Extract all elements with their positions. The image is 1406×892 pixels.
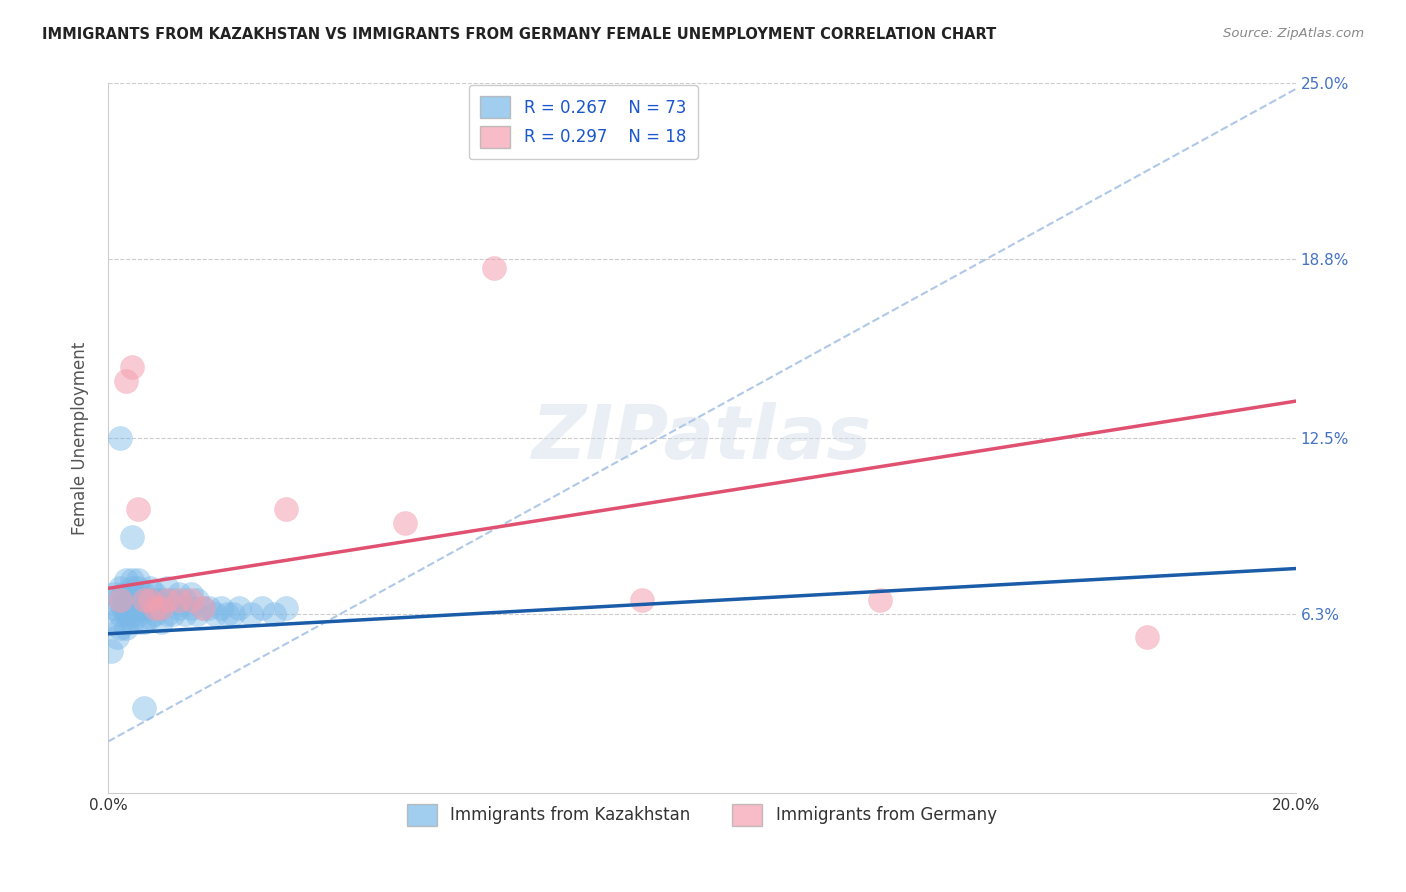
Point: [263, 607, 285, 621]
Point: [167, 587, 190, 601]
Point: [108, 607, 131, 621]
Point: [114, 607, 136, 621]
Point: [209, 601, 232, 615]
Point: [114, 621, 136, 635]
Point: [100, 644, 122, 658]
Point: [121, 601, 143, 615]
Point: [221, 607, 243, 621]
Point: [145, 592, 167, 607]
Point: [150, 601, 173, 615]
Point: [103, 587, 125, 601]
Point: [869, 592, 891, 607]
Text: ZIPatlas: ZIPatlas: [531, 401, 872, 475]
Point: [162, 607, 184, 621]
Point: [145, 587, 167, 601]
Point: [156, 592, 179, 607]
Point: [156, 582, 179, 596]
Point: [180, 592, 202, 607]
Y-axis label: Female Unemployment: Female Unemployment: [72, 342, 89, 534]
Point: [186, 592, 208, 607]
Point: [174, 592, 197, 607]
Point: [631, 592, 654, 607]
Point: [167, 601, 190, 615]
Point: [204, 607, 226, 621]
Point: [121, 360, 143, 375]
Point: [132, 587, 155, 601]
Point: [132, 601, 155, 615]
Point: [186, 607, 208, 621]
Point: [174, 607, 197, 621]
Point: [108, 431, 131, 445]
Point: [121, 582, 143, 596]
Point: [121, 592, 143, 607]
Point: [132, 700, 155, 714]
Legend: Immigrants from Kazakhstan, Immigrants from Germany: Immigrants from Kazakhstan, Immigrants f…: [399, 796, 1005, 834]
Point: [180, 587, 202, 601]
Point: [111, 587, 134, 601]
Point: [108, 592, 131, 607]
Point: [124, 587, 146, 601]
Point: [252, 601, 274, 615]
Point: [138, 592, 160, 607]
Point: [156, 607, 179, 621]
Point: [132, 592, 155, 607]
Point: [1136, 630, 1159, 644]
Point: [127, 615, 149, 630]
Point: [150, 601, 173, 615]
Point: [150, 615, 173, 630]
Point: [127, 592, 149, 607]
Point: [114, 587, 136, 601]
Point: [108, 592, 131, 607]
Point: [180, 601, 202, 615]
Point: [114, 374, 136, 388]
Point: [132, 592, 155, 607]
Point: [198, 601, 221, 615]
Point: [394, 516, 416, 530]
Point: [138, 592, 160, 607]
Point: [127, 582, 149, 596]
Point: [105, 630, 128, 644]
Point: [138, 609, 160, 624]
Point: [145, 601, 167, 615]
Point: [127, 573, 149, 587]
Point: [105, 592, 128, 607]
Point: [276, 601, 298, 615]
Point: [215, 607, 238, 621]
Point: [124, 601, 146, 615]
Point: [108, 582, 131, 596]
Point: [103, 601, 125, 615]
Point: [191, 601, 214, 615]
Point: [114, 573, 136, 587]
Text: IMMIGRANTS FROM KAZAKHSTAN VS IMMIGRANTS FROM GERMANY FEMALE UNEMPLOYMENT CORREL: IMMIGRANTS FROM KAZAKHSTAN VS IMMIGRANTS…: [42, 27, 997, 42]
Point: [132, 615, 155, 630]
Point: [482, 260, 505, 275]
Point: [276, 502, 298, 516]
Point: [228, 601, 250, 615]
Point: [127, 502, 149, 516]
Point: [138, 601, 160, 615]
Point: [167, 592, 190, 607]
Point: [127, 607, 149, 621]
Point: [138, 582, 160, 596]
Point: [145, 607, 167, 621]
Point: [191, 601, 214, 615]
Point: [118, 592, 141, 607]
Point: [156, 592, 179, 607]
Point: [121, 573, 143, 587]
Point: [111, 601, 134, 615]
Point: [114, 601, 136, 615]
Point: [118, 609, 141, 624]
Point: [150, 592, 173, 607]
Point: [121, 615, 143, 630]
Point: [239, 607, 262, 621]
Point: [162, 592, 184, 607]
Text: Source: ZipAtlas.com: Source: ZipAtlas.com: [1223, 27, 1364, 40]
Point: [121, 530, 143, 544]
Point: [103, 615, 125, 630]
Point: [127, 601, 149, 615]
Point: [108, 621, 131, 635]
